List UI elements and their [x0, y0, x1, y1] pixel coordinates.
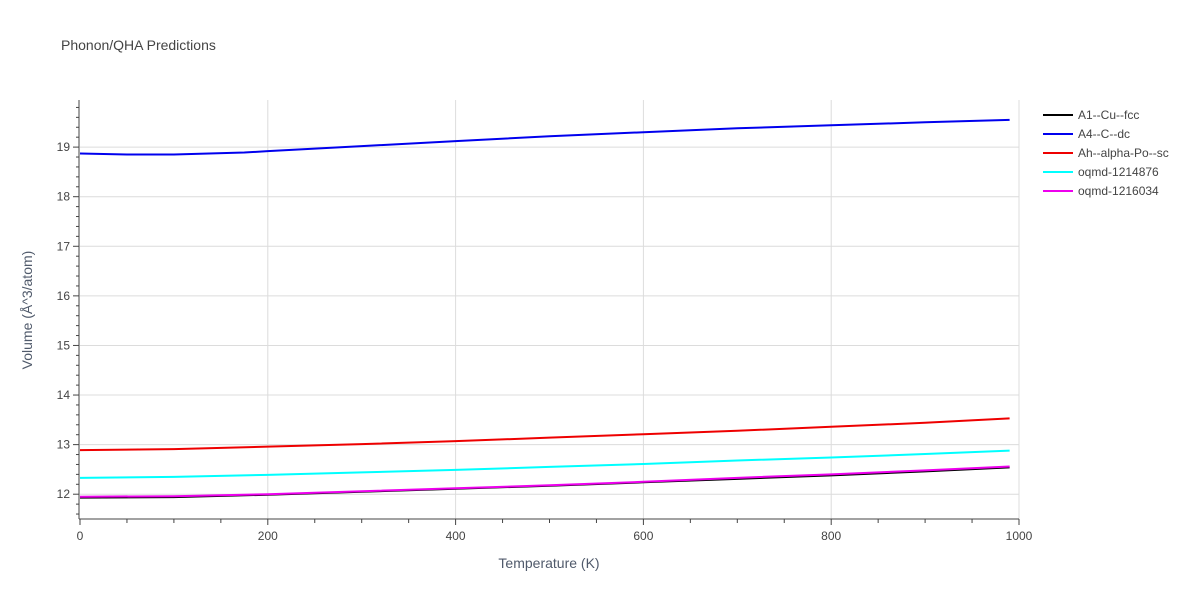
x-tick-label: 0: [77, 529, 84, 543]
y-tick-label: 19: [57, 140, 71, 154]
x-tick-label: 400: [446, 529, 466, 543]
y-tick-label: 12: [57, 487, 71, 501]
chart-title: Phonon/QHA Predictions: [61, 37, 216, 53]
legend-label: oqmd-1214876: [1078, 165, 1159, 179]
y-tick-label: 14: [57, 388, 71, 402]
x-axis-title: Temperature (K): [498, 555, 599, 571]
legend-label: Ah--alpha-Po--sc: [1078, 146, 1169, 160]
y-tick-label: 13: [57, 438, 71, 452]
x-tick-label: 600: [633, 529, 653, 543]
y-tick-label: 15: [57, 338, 71, 352]
y-tick-label: 17: [57, 239, 71, 253]
series-line-oqmd-1216034: [79, 465, 1010, 498]
y-tick-label: 18: [57, 190, 71, 204]
axes: 0 200 400 600 800 1000 12 13 14 15 16 17 18 19: [57, 100, 1033, 543]
x-tick-label: 200: [258, 529, 278, 543]
y-axis-title: Volume (Å^3/atom): [19, 251, 35, 370]
legend: A1--Cu--fcc A4--C--dc Ah--alpha-Po--sc oqmd…: [1043, 108, 1169, 198]
plot-area: [79, 118, 1010, 499]
x-tick-label: 800: [821, 529, 841, 543]
legend-label: oqmd-1216034: [1078, 184, 1159, 198]
series-line-a4-c-dc: [79, 118, 1010, 156]
x-tick-label: 1000: [1006, 529, 1033, 543]
series-line-ah-alpha-po-sc: [79, 417, 1010, 452]
y-tick-label: 16: [57, 289, 71, 303]
legend-label: A1--Cu--fcc: [1078, 108, 1139, 122]
legend-label: A4--C--dc: [1078, 127, 1130, 141]
series-line-oqmd-1214876: [79, 449, 1010, 479]
